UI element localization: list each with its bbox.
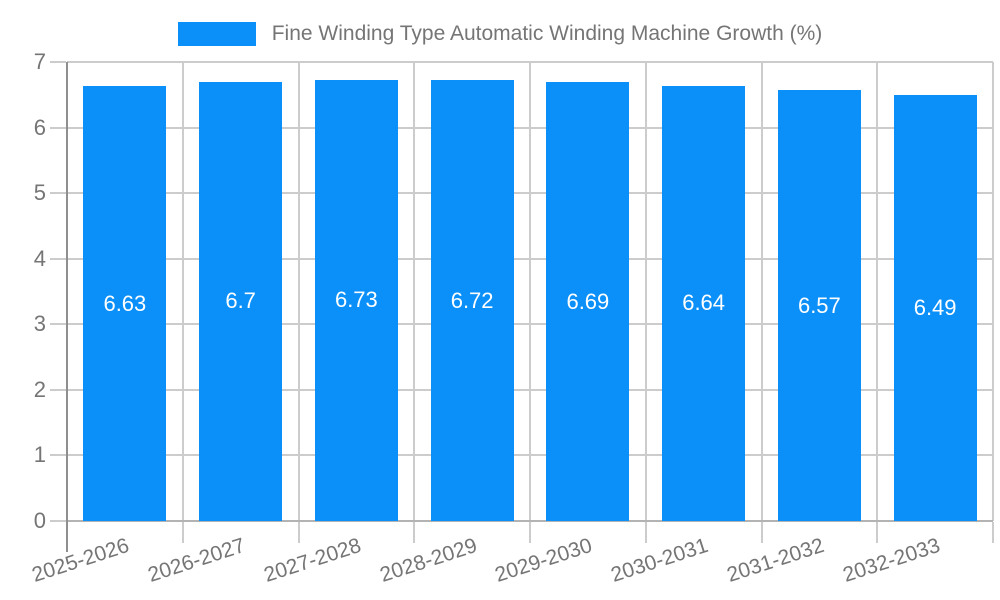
y-tick-mark <box>50 126 66 129</box>
y-tick-mark <box>50 257 66 260</box>
bar-2028-2029 <box>430 80 514 521</box>
legend: Fine Winding Type Automatic Winding Mach… <box>0 20 1000 48</box>
bar-2025-2026 <box>83 86 167 521</box>
bar-value-label: 6.49 <box>913 295 957 321</box>
bar-2026-2027 <box>199 81 283 521</box>
bar-value-label: 6.72 <box>450 287 494 313</box>
bar-value-label: 6.57 <box>797 292 841 318</box>
y-tick-label: 3 <box>33 311 46 337</box>
bar-2031-2032 <box>777 90 861 521</box>
y-tick-mark <box>50 520 66 522</box>
bar-2032-2033 <box>893 95 977 521</box>
y-tick-mark <box>50 388 66 391</box>
x-tick-mark <box>297 522 300 543</box>
bar-value-label: 6.69 <box>566 288 610 314</box>
x-gridline <box>297 62 300 521</box>
x-tick-mark <box>529 522 531 543</box>
y-tick-label: 6 <box>33 114 46 140</box>
x-tick-mark <box>413 522 416 543</box>
plot-area: 6.63 6.7 6.73 6.72 6.69 6.64 6.57 6.49 <box>67 61 994 522</box>
x-tick-mark <box>876 522 879 543</box>
y-tick-label: 2 <box>33 376 46 402</box>
bar-2027-2028 <box>314 79 398 521</box>
x-tick-mark <box>181 522 184 543</box>
x-category-label-text: 2032-2033 <box>839 533 943 587</box>
y-tick-mark <box>50 454 66 457</box>
y-axis-line <box>66 62 68 552</box>
x-gridline <box>992 62 994 521</box>
x-axis-line <box>67 520 993 522</box>
y-tick-mark <box>50 61 66 63</box>
x-tick-mark <box>644 522 647 543</box>
legend-label: Fine Winding Type Automatic Winding Mach… <box>271 22 823 45</box>
x-gridline <box>181 62 184 521</box>
bar-value-label: 6.63 <box>103 290 147 316</box>
x-gridline <box>413 62 416 521</box>
y-tick-mark <box>50 192 66 195</box>
x-gridline <box>760 62 763 521</box>
y-tick-label: 7 <box>33 49 46 74</box>
bar-value-label: 6.7 <box>225 288 256 314</box>
x-tick-mark <box>760 522 763 543</box>
y-tick-label: 5 <box>33 180 46 206</box>
y-tick-mark <box>50 323 66 326</box>
x-category-label: 2032-2033 <box>715 533 943 587</box>
y-tick-label: 4 <box>33 245 46 271</box>
x-gridline <box>876 62 879 521</box>
bar-value-label: 6.64 <box>682 290 726 316</box>
x-tick-mark <box>992 522 994 543</box>
bar-2030-2031 <box>662 85 746 521</box>
x-gridline <box>644 62 647 521</box>
y-tick-label: 0 <box>33 508 46 533</box>
bar-value-label: 6.73 <box>334 287 378 313</box>
y-tick-label: 1 <box>33 442 46 468</box>
x-gridline <box>529 62 531 521</box>
legend-swatch <box>177 22 256 46</box>
bar-2029-2030 <box>546 82 630 521</box>
